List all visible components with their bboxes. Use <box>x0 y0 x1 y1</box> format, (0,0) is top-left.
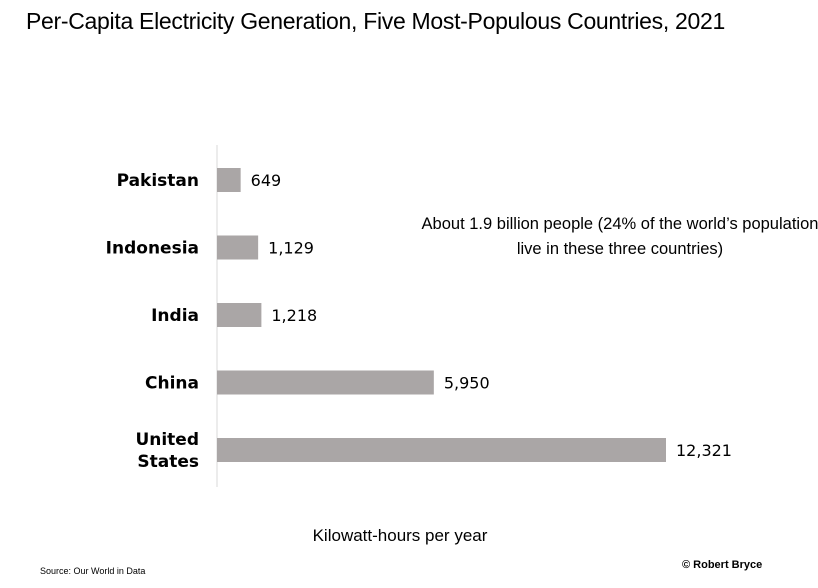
category-label-line: United <box>135 430 199 450</box>
category-label-line: States <box>137 452 199 472</box>
value-label: 1,218 <box>271 306 317 325</box>
bar-indonesia <box>217 235 259 260</box>
value-label: 12,321 <box>676 441 732 460</box>
category-label-line: India <box>151 306 199 326</box>
category-label: China <box>145 374 199 394</box>
x-axis-label: Kilowatt-hours per year <box>312 526 488 545</box>
credit-note: © Robert Bryce <box>682 559 763 571</box>
value-label: 1,129 <box>268 239 314 258</box>
value-label: 649 <box>251 171 282 190</box>
bar-india <box>217 303 262 327</box>
category-label-line: China <box>145 374 199 394</box>
category-label: United States <box>135 430 199 472</box>
bar-pakistan <box>217 168 241 192</box>
category-label: India <box>151 306 199 326</box>
bar-united-states <box>217 438 666 462</box>
bar-china <box>217 370 434 395</box>
value-label: 5,950 <box>444 374 490 393</box>
category-label: Pakistan <box>117 171 199 191</box>
category-label: Indonesia <box>106 239 199 259</box>
category-label-line: Pakistan <box>117 171 199 191</box>
population-annotation: About 1.9 billion people (24% of the wor… <box>421 215 818 258</box>
source-note: Source: Our World in Data <box>40 566 146 576</box>
category-label-line: Indonesia <box>106 239 199 259</box>
chart-title: Per-Capita Electricity Generation, Five … <box>26 8 726 34</box>
